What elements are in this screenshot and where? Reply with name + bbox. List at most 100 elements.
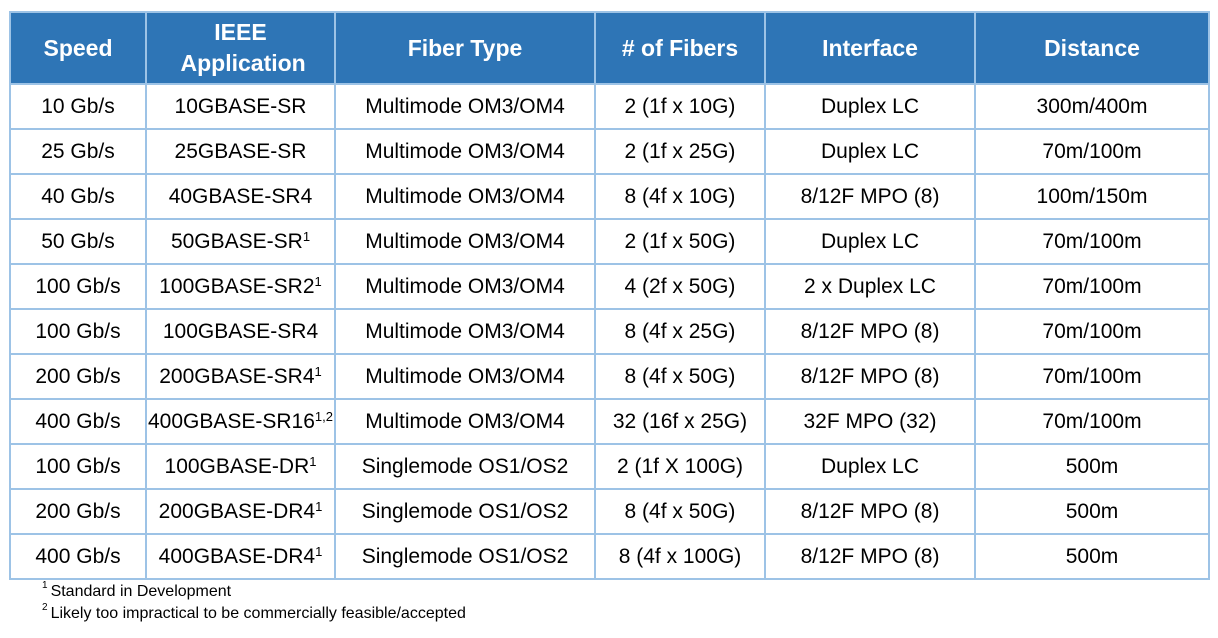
cell-speed-text: 10 Gb/s <box>41 94 115 118</box>
table-row: 200 Gb/s 200GBASE-DR41 Singlemode OS1/OS2 8… <box>9 488 1210 535</box>
cell-distance: 500m <box>974 443 1210 490</box>
cell-num-fibers-text: 2 (1f X 100G) <box>616 454 744 478</box>
cell-num-fibers-text: 8 (4f x 50G) <box>624 364 736 388</box>
cell-speed: 40 Gb/s <box>9 173 147 220</box>
cell-interface-text: Duplex LC <box>820 139 920 163</box>
cell-fiber-type-text: Multimode OM3/OM4 <box>365 94 565 118</box>
table-row: 25 Gb/s 25GBASE-SR Multimode OM3/OM4 2 (1f … <box>9 128 1210 175</box>
cell-speed: 10 Gb/s <box>9 83 147 130</box>
cell-ieee-application: 200GBASE-SR41 <box>145 353 336 400</box>
cell-num-fibers: 2 (1f x 10G) <box>594 83 766 130</box>
cell-distance-text: 300m/400m <box>1036 94 1148 118</box>
cell-speed-text: 40 Gb/s <box>41 184 115 208</box>
cell-num-fibers: 2 (1f x 25G) <box>594 128 766 175</box>
cell-speed-text: 200 Gb/s <box>35 364 121 388</box>
table-row: 10 Gb/s 10GBASE-SR Multimode OM3/OM4 2 (1f … <box>9 83 1210 130</box>
cell-fiber-type-text: Multimode OM3/OM4 <box>365 409 565 433</box>
cell-distance-text: 500m <box>1065 454 1119 478</box>
table-row: 100 Gb/s 100GBASE-SR4 Multimode OM3/OM4 8 (… <box>9 308 1210 355</box>
cell-interface-text: 2 x Duplex LC <box>804 274 936 298</box>
cell-speed: 400 Gb/s <box>9 533 147 580</box>
cell-ieee-application-text: 25GBASE-SR <box>174 139 307 163</box>
cell-interface: Duplex LC <box>764 218 976 265</box>
cell-num-fibers-text: 2 (1f x 10G) <box>624 94 736 118</box>
footnote-marker: 1 <box>314 273 322 289</box>
footnote-2-mark: 2 <box>42 602 48 613</box>
cell-speed-text: 100 Gb/s <box>35 274 121 298</box>
cell-num-fibers-text: 8 (4f x 50G) <box>624 499 736 523</box>
cell-interface-text: Duplex LC <box>820 229 920 253</box>
cell-ieee-application: 25GBASE-SR <box>145 128 336 175</box>
cell-distance-text: 500m <box>1065 544 1119 568</box>
cell-ieee-application-text: 100GBASE-DR <box>164 454 310 478</box>
cell-ieee-application: 100GBASE-DR1 <box>145 443 336 490</box>
cell-distance-text: 70m/100m <box>1042 364 1142 388</box>
cell-fiber-type: Singlemode OS1/OS2 <box>334 443 596 490</box>
table-row: 100 Gb/s 100GBASE-DR1 Singlemode OS1/OS2 2 … <box>9 443 1210 490</box>
footnote-marker: 1 <box>309 453 317 469</box>
header-interface: Interface <box>764 11 976 85</box>
footnote-marker: 1 <box>302 228 311 244</box>
cell-ieee-application-text: 100GBASE-SR4 <box>162 319 319 343</box>
cell-fiber-type-text: Multimode OM3/OM4 <box>365 364 565 388</box>
cell-fiber-type: Multimode OM3/OM4 <box>334 83 596 130</box>
cell-distance: 70m/100m <box>974 128 1210 175</box>
cell-num-fibers: 8 (4f x 10G) <box>594 173 766 220</box>
cell-num-fibers-text: 2 (1f x 25G) <box>624 139 736 163</box>
header-ieee-application: IEEE Application <box>145 11 336 85</box>
cell-ieee-application: 200GBASE-DR41 <box>145 488 336 535</box>
cell-interface-text: 8/12F MPO (8) <box>800 319 940 343</box>
cell-speed: 100 Gb/s <box>9 308 147 355</box>
cell-num-fibers: 2 (1f X 100G) <box>594 443 766 490</box>
cell-interface: Duplex LC <box>764 443 976 490</box>
ethernet-fiber-table: Speed IEEE Application Fiber Type # of F… <box>9 11 1210 580</box>
cell-distance: 100m/150m <box>974 173 1210 220</box>
cell-num-fibers: 8 (4f x 25G) <box>594 308 766 355</box>
cell-speed: 50 Gb/s <box>9 218 147 265</box>
cell-num-fibers: 8 (4f x 50G) <box>594 488 766 535</box>
cell-fiber-type-text: Multimode OM3/OM4 <box>365 139 565 163</box>
cell-fiber-type: Multimode OM3/OM4 <box>334 128 596 175</box>
table-row: 200 Gb/s 200GBASE-SR41 Multimode OM3/OM4 8 … <box>9 353 1210 400</box>
cell-speed: 200 Gb/s <box>9 488 147 535</box>
table-row: 50 Gb/s 50GBASE-SR1 Multimode OM3/OM4 2 (1f… <box>9 218 1210 265</box>
cell-interface: 8/12F MPO (8) <box>764 308 976 355</box>
cell-ieee-application-text: 400GBASE-DR4 <box>158 544 316 568</box>
cell-speed-text: 100 Gb/s <box>35 454 121 478</box>
cell-speed-text: 100 Gb/s <box>35 319 121 343</box>
cell-ieee-application: 100GBASE-SR21 <box>145 263 336 310</box>
cell-num-fibers-text: 2 (1f x 50G) <box>624 229 736 253</box>
cell-fiber-type-text: Multimode OM3/OM4 <box>365 229 565 253</box>
cell-ieee-application-text: 50GBASE-SR <box>170 229 303 253</box>
cell-distance: 500m <box>974 488 1210 535</box>
cell-interface: 8/12F MPO (8) <box>764 488 976 535</box>
cell-interface: 32F MPO (32) <box>764 398 976 445</box>
footnote-2-text: Likely too impractical to be commerciall… <box>50 605 466 622</box>
cell-interface: 8/12F MPO (8) <box>764 353 976 400</box>
table-row: 400 Gb/s 400GBASE-DR41 Singlemode OS1/OS2 8… <box>9 533 1210 580</box>
cell-num-fibers: 8 (4f x 50G) <box>594 353 766 400</box>
header-row: Speed IEEE Application Fiber Type # of F… <box>9 11 1210 85</box>
cell-interface-text: Duplex LC <box>820 94 920 118</box>
cell-ieee-application-text: 10GBASE-SR <box>174 94 307 118</box>
cell-speed-text: 25 Gb/s <box>41 139 115 163</box>
cell-fiber-type-text: Singlemode OS1/OS2 <box>361 454 569 478</box>
header-speed: Speed <box>9 11 147 85</box>
table-row: 40 Gb/s 40GBASE-SR4 Multimode OM3/OM4 8 (4f… <box>9 173 1210 220</box>
footnote-1: 1 Standard in Development <box>42 580 232 601</box>
cell-distance: 70m/100m <box>974 218 1210 265</box>
cell-interface: 2 x Duplex LC <box>764 263 976 310</box>
header-distance: Distance <box>974 11 1210 85</box>
cell-ieee-application: 400GBASE-SR161,2 <box>145 398 336 445</box>
footnote-1-text: Standard in Development <box>50 583 232 600</box>
cell-fiber-type: Multimode OM3/OM4 <box>334 263 596 310</box>
cell-num-fibers: 4 (2f x 50G) <box>594 263 766 310</box>
cell-ieee-application: 10GBASE-SR <box>145 83 336 130</box>
cell-interface: Duplex LC <box>764 83 976 130</box>
table-row: 100 Gb/s 100GBASE-SR21 Multimode OM3/OM4 4 … <box>9 263 1210 310</box>
cell-fiber-type-text: Multimode OM3/OM4 <box>365 274 565 298</box>
cell-fiber-type-text: Singlemode OS1/OS2 <box>361 499 569 523</box>
cell-fiber-type-text: Multimode OM3/OM4 <box>365 184 565 208</box>
cell-distance-text: 70m/100m <box>1042 319 1142 343</box>
cell-speed: 200 Gb/s <box>9 353 147 400</box>
